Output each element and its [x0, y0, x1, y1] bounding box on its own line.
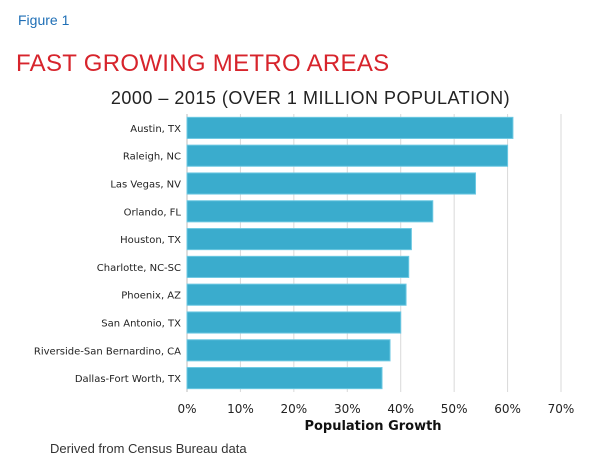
figure-label: Figure 1 — [18, 12, 70, 28]
x-tick-label: 0% — [177, 402, 196, 416]
x-tick-label: 70% — [548, 402, 575, 416]
bar — [186, 339, 391, 362]
bars-layer — [186, 116, 514, 390]
category-label: Austin, TX — [130, 124, 181, 135]
category-labels: Austin, TX Raleigh, NC Las Vegas, NV Orland… — [34, 124, 182, 385]
x-axis-label: Population Growth — [304, 419, 441, 434]
category-label: Las Vegas, NV — [110, 180, 181, 191]
category-label: Dallas-Fort Worth, TX — [75, 374, 181, 385]
bar — [186, 144, 509, 167]
x-tick-label: 60% — [494, 402, 521, 416]
bar — [186, 367, 383, 390]
bar — [186, 200, 434, 223]
bar — [186, 116, 514, 139]
category-label: Houston, TX — [120, 235, 181, 246]
bar — [186, 311, 402, 334]
category-label: San Antonio, TX — [101, 319, 181, 330]
x-tick-labels: 0% 10% 20% 30% 40% 50% 60% 70% — [177, 402, 574, 416]
x-tick-label: 30% — [334, 402, 361, 416]
x-tick-label: 40% — [387, 402, 414, 416]
chart-subtitle: 2000 – 2015 (OVER 1 MILLION POPULATION) — [110, 88, 511, 108]
x-tick-label: 20% — [281, 402, 308, 416]
bar — [186, 255, 410, 278]
category-label: Orlando, FL — [124, 207, 182, 218]
bar — [186, 228, 412, 251]
x-tick-label: 10% — [227, 402, 254, 416]
category-label: Raleigh, NC — [123, 152, 181, 163]
x-tick-label: 50% — [441, 402, 468, 416]
footnote: Derived from Census Bureau data — [50, 441, 247, 456]
chart-title: FAST GROWING METRO AREAS — [16, 50, 390, 77]
category-label: Phoenix, AZ — [121, 291, 181, 302]
category-label: Riverside-San Bernardino, CA — [34, 346, 181, 357]
category-label: Charlotte, NC-SC — [97, 263, 181, 274]
bar — [186, 283, 407, 306]
bar — [186, 172, 477, 195]
